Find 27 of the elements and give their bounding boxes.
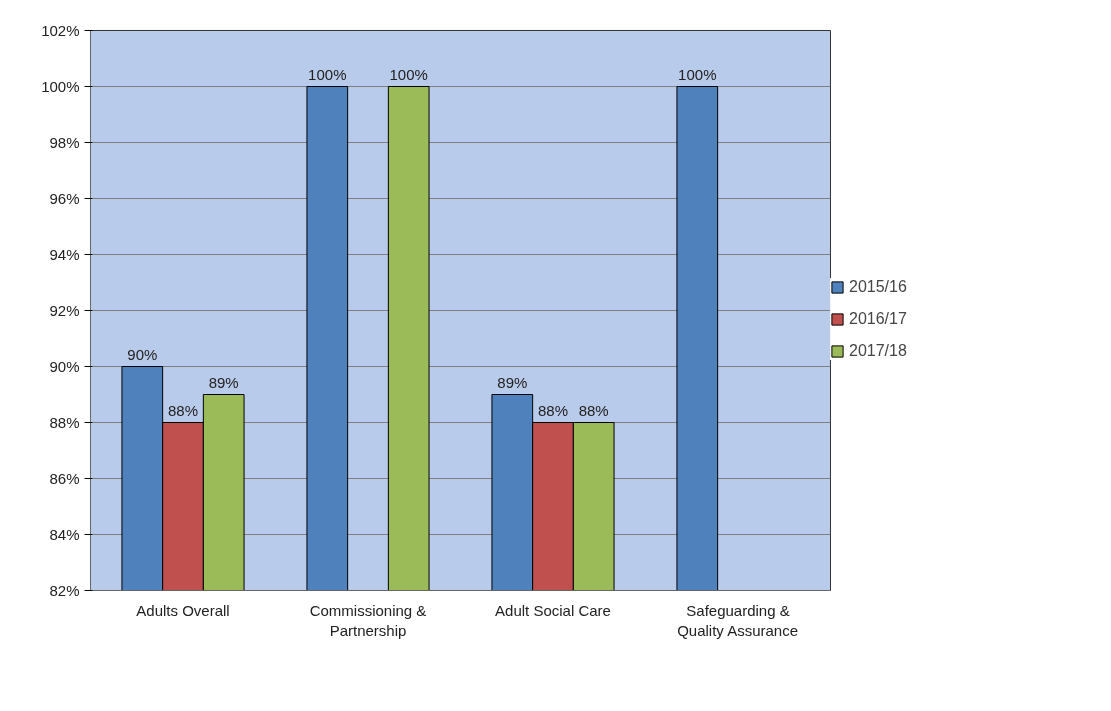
x-tick-label: Commissioning & Partnership [309, 601, 427, 639]
legend-label: 2015/16 [849, 278, 908, 296]
y-tick-label: 92% [49, 302, 80, 319]
data-label: 89% [208, 373, 239, 391]
data-label: 88% [167, 401, 199, 419]
data-label: 100% [308, 65, 347, 83]
y-tick-label: 98% [49, 134, 80, 151]
y-tick-label: 86% [49, 470, 80, 487]
data-label: 89% [497, 373, 528, 391]
y-tick-label: 96% [49, 190, 80, 207]
x-tick-label: Adults Overall [136, 601, 230, 619]
legend-label: 2017/18 [849, 342, 908, 360]
y-tick-label: 88% [49, 414, 80, 431]
data-label: 88% [537, 401, 569, 419]
y-tick-label: 84% [49, 526, 80, 543]
data-label: 90% [127, 345, 158, 363]
y-tick-label: 102% [41, 22, 80, 39]
legend-label: 2016/17 [849, 310, 908, 328]
y-tick-label: 94% [49, 246, 80, 263]
y-tick-label: 82% [49, 582, 80, 599]
data-label: 100% [389, 65, 428, 83]
x-tick-label: Safeguarding & Quality Assurance [677, 601, 799, 639]
data-label: 100% [678, 65, 717, 83]
y-tick-label: 100% [41, 78, 80, 95]
y-tick-label: 90% [49, 358, 80, 375]
data-label: 88% [578, 401, 609, 419]
x-tick-label: Adult Social Care [495, 601, 611, 619]
